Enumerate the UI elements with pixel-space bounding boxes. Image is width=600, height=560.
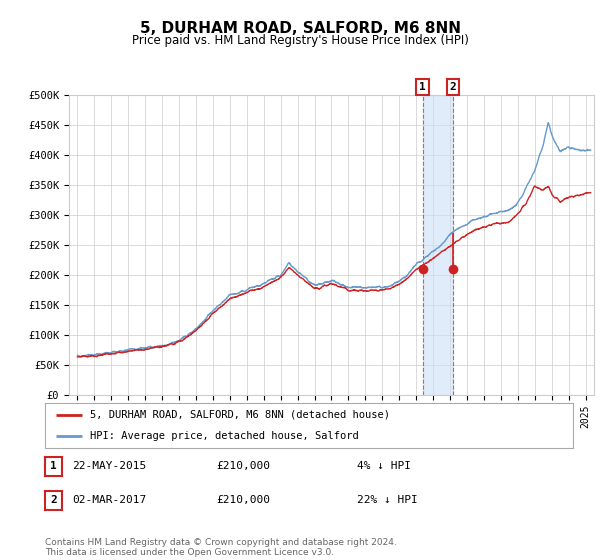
Text: 4% ↓ HPI: 4% ↓ HPI: [357, 461, 411, 472]
Text: 22% ↓ HPI: 22% ↓ HPI: [357, 495, 418, 505]
Text: 1: 1: [50, 461, 57, 472]
Text: £210,000: £210,000: [216, 461, 270, 472]
Text: 5, DURHAM ROAD, SALFORD, M6 8NN (detached house): 5, DURHAM ROAD, SALFORD, M6 8NN (detache…: [90, 410, 390, 420]
Bar: [422, 95, 453, 395]
Text: HPI: Average price, detached house, Salford: HPI: Average price, detached house, Salf…: [90, 431, 359, 441]
Text: 02-MAR-2017: 02-MAR-2017: [72, 495, 146, 505]
Text: Price paid vs. HM Land Registry's House Price Index (HPI): Price paid vs. HM Land Registry's House …: [131, 34, 469, 46]
Text: 5, DURHAM ROAD, SALFORD, M6 8NN: 5, DURHAM ROAD, SALFORD, M6 8NN: [139, 21, 461, 36]
Text: 2: 2: [50, 495, 57, 505]
Text: 1: 1: [419, 82, 426, 92]
Text: £210,000: £210,000: [216, 495, 270, 505]
Text: Contains HM Land Registry data © Crown copyright and database right 2024.
This d: Contains HM Land Registry data © Crown c…: [45, 538, 397, 557]
Text: 2: 2: [449, 82, 456, 92]
Text: 22-MAY-2015: 22-MAY-2015: [72, 461, 146, 472]
